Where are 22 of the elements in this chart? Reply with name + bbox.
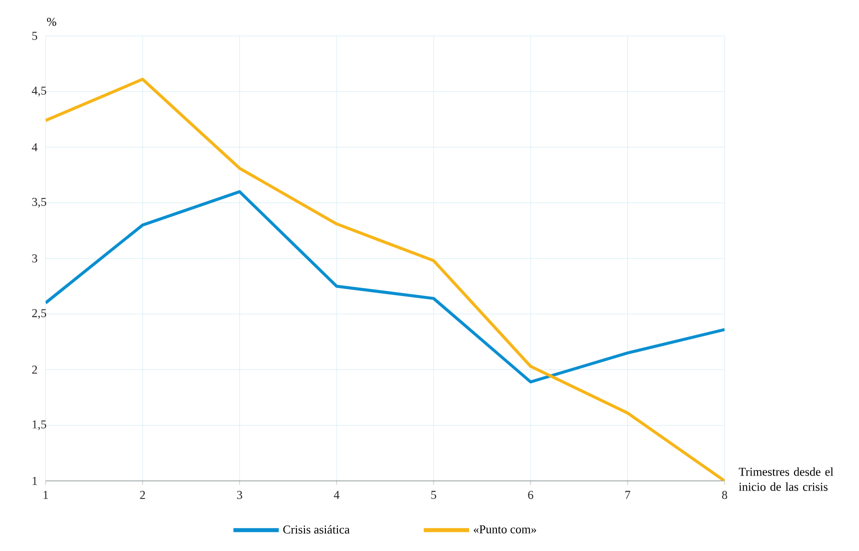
x-tick-label: 5 bbox=[431, 490, 436, 499]
y-tick-label: 1 bbox=[32, 476, 37, 485]
y-tick-label: 4,5 bbox=[32, 86, 46, 96]
x-tick-label: 3 bbox=[237, 490, 242, 499]
line-series bbox=[46, 78, 725, 481]
y-tick-label: 1,5 bbox=[32, 420, 46, 430]
line-series bbox=[46, 190, 725, 384]
y-axis-title: % bbox=[47, 18, 56, 26]
y-tick-label: 2,5 bbox=[32, 309, 46, 319]
legend-label: «Punto com» bbox=[474, 525, 536, 534]
x-tick-label: 2 bbox=[140, 490, 145, 499]
y-tick-label: 3,5 bbox=[32, 198, 46, 208]
x-tick-label: 8 bbox=[722, 490, 728, 500]
x-tick-label: 7 bbox=[625, 490, 630, 499]
y-tick-label: 4 bbox=[32, 143, 38, 152]
y-tick-label: 5 bbox=[32, 32, 38, 40]
y-tick-label: 3 bbox=[32, 254, 38, 262]
x-axis-title: Trimestres desde el inicio de las crisis bbox=[738, 467, 834, 491]
x-tick-label: 6 bbox=[528, 490, 534, 499]
x-tick-label: 4 bbox=[334, 490, 340, 499]
y-tick-label: 2 bbox=[32, 366, 37, 374]
legend-label: Crisis asiática bbox=[283, 525, 350, 534]
